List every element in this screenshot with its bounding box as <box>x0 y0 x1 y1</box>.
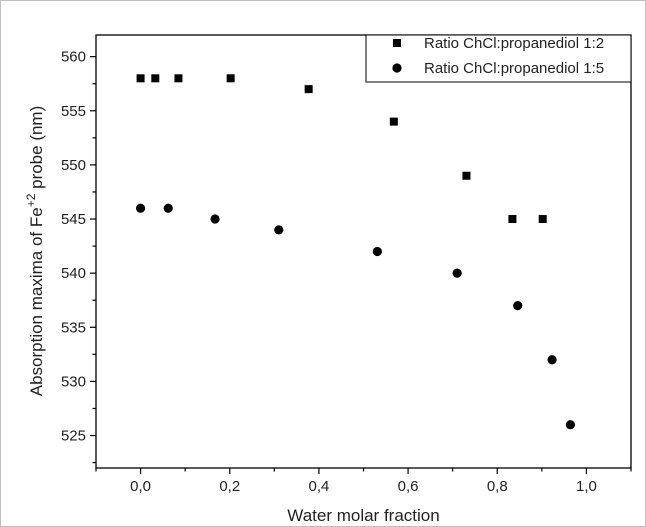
series-1-point <box>226 74 235 83</box>
y-axis-title: Absorption maxima of Fe+2 probe (nm) <box>24 106 46 397</box>
x-tick-label: 0,6 <box>398 478 419 495</box>
x-tick-label: 0,0 <box>130 478 151 495</box>
x-axis-title: Water molar fraction <box>287 506 439 525</box>
y-tick-label: 535 <box>61 319 86 336</box>
y-axis-title-prefix: Absorption maxima of Fe <box>27 207 46 396</box>
x-axis: 0,0 0,2 0,4 0,6 0,8 1,0 <box>95 468 632 495</box>
legend-box <box>365 34 632 83</box>
y-tick-label: 530 <box>61 373 86 390</box>
y-tick-label: 540 <box>61 265 86 282</box>
series-2-point <box>210 214 220 224</box>
series-2-point <box>372 246 382 257</box>
legend-entry-2: Ratio ChCl:propanediol 1:5 <box>424 60 604 77</box>
series-2-point <box>135 203 146 213</box>
legend: Ratio ChCl:propanediol 1:2 Ratio ChCl:pr… <box>365 34 632 83</box>
legend-entry-1: Ratio ChCl:propanediol 1:2 <box>424 35 604 52</box>
series-1-point <box>389 117 398 126</box>
y-axis-title-suffix: probe (nm) <box>27 106 46 194</box>
y-tick-label: 555 <box>61 103 86 120</box>
legend-marker-square <box>393 39 401 47</box>
y-tick-label: 545 <box>61 211 86 228</box>
x-tick-label: 0,2 <box>219 478 240 495</box>
legend-marker-circle <box>392 63 402 73</box>
y-axis: 525 530 535 540 545 550 555 560 <box>61 49 96 464</box>
series-2-point <box>274 225 284 235</box>
plot-area <box>95 34 632 469</box>
series-1-point <box>151 74 160 83</box>
series-2-point <box>565 420 575 430</box>
series-2-point <box>547 355 557 365</box>
y-tick-label: 560 <box>61 49 86 66</box>
series-2-point <box>163 203 173 213</box>
series-1-point <box>136 74 145 83</box>
y-axis-title-superscript: +2 <box>24 193 38 207</box>
series-1-point <box>508 215 517 224</box>
x-tick-label: 0,8 <box>487 478 508 495</box>
series-2-point <box>513 301 523 311</box>
series-2-point <box>452 268 462 278</box>
x-tick-label: 1,0 <box>576 478 597 495</box>
series-1-point <box>174 74 183 83</box>
series-1-point <box>538 215 547 224</box>
data-points <box>135 74 575 430</box>
y-tick-label: 550 <box>61 157 86 174</box>
y-tick-label: 525 <box>61 428 86 445</box>
series-1-point <box>462 171 471 180</box>
series-1-point <box>304 85 313 94</box>
x-tick-label: 0,4 <box>308 478 329 495</box>
